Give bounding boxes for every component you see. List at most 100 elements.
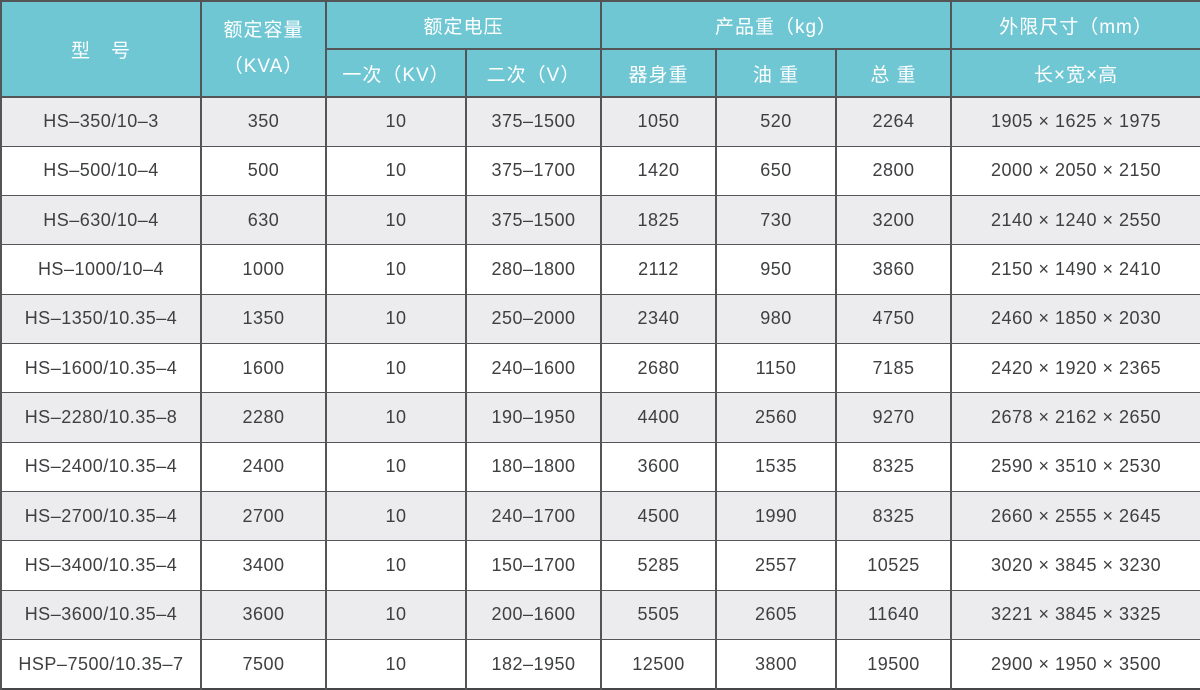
- cell-oil-weight: 1990: [715, 491, 838, 542]
- cell-body-weight: 2112: [600, 244, 718, 295]
- cell-body-weight: 1050: [600, 96, 718, 147]
- cell-dimensions: 2900 × 1950 × 3500: [950, 639, 1200, 690]
- header-secondary-voltage: 二次（V）: [464, 48, 603, 98]
- header-oil-weight: 油 重: [715, 48, 838, 98]
- header-rated-capacity: 额定容量 （KVA）: [200, 0, 327, 98]
- cell-model: HS–1000/10–4: [0, 244, 202, 295]
- cell-rated-capacity: 3600: [200, 589, 327, 641]
- cell-primary-voltage: 10: [325, 293, 467, 345]
- table-row: HS–630/10–4 630 10 375–1500 1825 730 3200 2140 …: [0, 195, 1200, 246]
- header-product-weight-group: 产品重（kg）: [600, 0, 953, 50]
- cell-total-weight: 9270: [835, 392, 953, 443]
- cell-rated-capacity: 500: [200, 145, 327, 197]
- cell-total-weight: 8325: [835, 441, 953, 493]
- header-row-sub: 一次（KV） 二次（V） 器身重 油 重 总 重 长×宽×高: [1, 48, 1200, 98]
- cell-primary-voltage: 10: [325, 491, 467, 542]
- cell-rated-capacity: 350: [200, 96, 327, 147]
- cell-secondary-voltage: 375–1500: [464, 96, 603, 147]
- cell-body-weight: 3600: [600, 441, 718, 493]
- cell-total-weight: 2264: [835, 96, 953, 147]
- cell-oil-weight: 2605: [715, 589, 838, 641]
- cell-body-weight: 4400: [600, 392, 718, 443]
- cell-dimensions: 1905 × 1625 × 1975: [950, 96, 1200, 147]
- cell-dimensions: 2678 × 2162 × 2650: [950, 392, 1200, 443]
- cell-secondary-voltage: 200–1600: [464, 589, 603, 641]
- cell-body-weight: 4500: [600, 491, 718, 542]
- cell-secondary-voltage: 240–1700: [464, 491, 603, 542]
- cell-primary-voltage: 10: [325, 639, 467, 690]
- cell-secondary-voltage: 375–1700: [464, 145, 603, 197]
- cell-dimensions: 2140 × 1240 × 2550: [950, 195, 1200, 246]
- cell-total-weight: 2800: [835, 145, 953, 197]
- cell-model: HS–2400/10.35–4: [0, 441, 202, 493]
- cell-oil-weight: 730: [715, 195, 838, 246]
- cell-dimensions: 2000 × 2050 × 2150: [950, 145, 1200, 197]
- cell-secondary-voltage: 250–2000: [464, 293, 603, 345]
- cell-secondary-voltage: 190–1950: [464, 392, 603, 443]
- cell-rated-capacity: 2280: [200, 392, 327, 443]
- header-rated-voltage-group: 额定电压: [324, 0, 603, 50]
- header-body-weight: 器身重: [600, 48, 718, 98]
- cell-body-weight: 1825: [600, 195, 718, 246]
- header-rated-capacity-line1: 额定容量: [223, 19, 304, 41]
- cell-model: HSP–7500/10.35–7: [0, 639, 202, 690]
- cell-oil-weight: 3800: [715, 639, 838, 690]
- cell-model: HS–3400/10.35–4: [0, 540, 202, 591]
- header-rated-capacity-line2: （KVA）: [223, 56, 304, 77]
- cell-body-weight: 5505: [600, 589, 718, 641]
- cell-dimensions: 2660 × 2555 × 2645: [950, 491, 1200, 542]
- cell-secondary-voltage: 182–1950: [464, 639, 603, 690]
- table-row: HS–1000/10–4 1000 10 280–1800 2112 950 3860 215…: [0, 244, 1200, 295]
- table-row: HS–3600/10.35–4 3600 10 200–1600 5505 2605 116…: [0, 589, 1200, 641]
- table-body: HS–350/10–3 350 10 375–1500 1050 520 2264 1905 …: [0, 96, 1200, 690]
- cell-secondary-voltage: 150–1700: [464, 540, 603, 591]
- cell-model: HS–2280/10.35–8: [0, 392, 202, 443]
- header-total-weight: 总 重: [835, 48, 953, 98]
- cell-model: HS–3600/10.35–4: [0, 589, 202, 641]
- cell-oil-weight: 1150: [715, 343, 838, 394]
- cell-oil-weight: 520: [715, 96, 838, 147]
- cell-model: HS–500/10–4: [0, 145, 202, 197]
- cell-body-weight: 5285: [600, 540, 718, 591]
- cell-oil-weight: 980: [715, 293, 838, 345]
- table-row: HS–2280/10.35–8 2280 10 190–1950 4400 2560 927…: [0, 392, 1200, 443]
- cell-body-weight: 2340: [600, 293, 718, 345]
- cell-rated-capacity: 630: [200, 195, 327, 246]
- cell-model: HS–2700/10.35–4: [0, 491, 202, 542]
- cell-total-weight: 11640: [835, 589, 953, 641]
- cell-oil-weight: 1535: [715, 441, 838, 493]
- table-row: HSP–7500/10.35–7 7500 10 182–1950 12500 3800 1…: [0, 639, 1200, 690]
- cell-oil-weight: 950: [715, 244, 838, 295]
- table-header: 型 号 额定容量 （KVA） 额定电压 产品重（kg） 外限尺寸（mm） 一次（…: [0, 0, 1200, 98]
- table-row: HS–2700/10.35–4 2700 10 240–1700 4500 1990 832…: [0, 491, 1200, 542]
- table-row: HS–500/10–4 500 10 375–1700 1420 650 2800 2000 …: [0, 145, 1200, 197]
- cell-model: HS–1600/10.35–4: [0, 343, 202, 394]
- cell-oil-weight: 2557: [715, 540, 838, 591]
- cell-total-weight: 3200: [835, 195, 953, 246]
- table-row: HS–1600/10.35–4 1600 10 240–1600 2680 1150 718…: [0, 343, 1200, 394]
- cell-model: HS–630/10–4: [0, 195, 202, 246]
- cell-oil-weight: 2560: [715, 392, 838, 443]
- cell-primary-voltage: 10: [325, 96, 467, 147]
- header-primary-voltage: 一次（KV）: [325, 48, 467, 98]
- cell-rated-capacity: 2700: [200, 491, 327, 542]
- cell-rated-capacity: 3400: [200, 540, 327, 591]
- cell-total-weight: 3860: [835, 244, 953, 295]
- cell-primary-voltage: 10: [325, 195, 467, 246]
- cell-dimensions: 3221 × 3845 × 3325: [950, 589, 1200, 641]
- cell-primary-voltage: 10: [325, 145, 467, 197]
- cell-rated-capacity: 1000: [200, 244, 327, 295]
- cell-body-weight: 1420: [600, 145, 718, 197]
- cell-dimensions: 2420 × 1920 × 2365: [950, 343, 1200, 394]
- cell-rated-capacity: 1350: [200, 293, 327, 345]
- cell-model: HS–350/10–3: [0, 96, 202, 147]
- cell-primary-voltage: 10: [325, 540, 467, 591]
- table-row: HS–350/10–3 350 10 375–1500 1050 520 2264 1905 …: [0, 96, 1200, 147]
- cell-secondary-voltage: 240–1600: [464, 343, 603, 394]
- table-row: HS–3400/10.35–4 3400 10 150–1700 5285 2557 105…: [0, 540, 1200, 591]
- cell-primary-voltage: 10: [325, 244, 467, 295]
- header-model: 型 号: [0, 0, 202, 98]
- cell-model: HS–1350/10.35–4: [0, 293, 202, 345]
